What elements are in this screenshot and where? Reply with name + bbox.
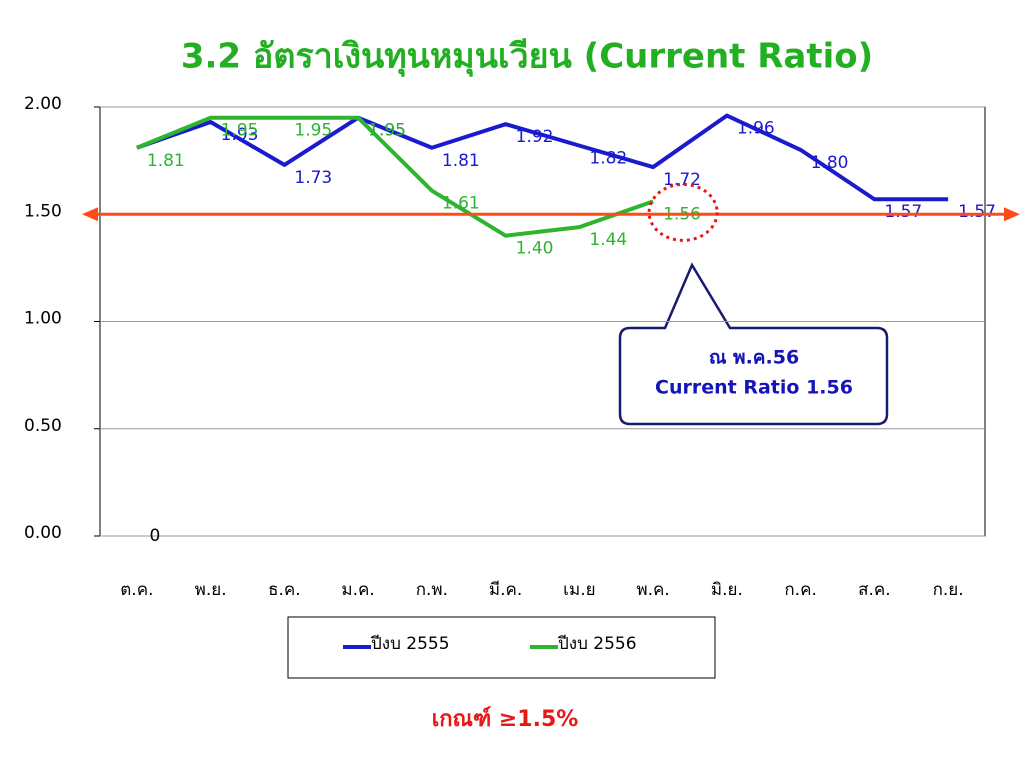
data-label: 1.95	[368, 121, 406, 141]
data-label: 1.61	[442, 194, 480, 214]
data-label: 1.82	[589, 149, 627, 169]
x-tick-label: พ.ย.	[195, 580, 227, 600]
x-tick-label: ส.ค.	[858, 580, 891, 600]
data-label: 1.81	[442, 151, 480, 171]
y-tick-label: 0.50	[24, 416, 62, 436]
x-tick-label: ธ.ค.	[268, 580, 301, 600]
criterion-text: เกณฑ์ ≥1.5%	[432, 706, 579, 732]
stray-label: 0	[149, 526, 160, 546]
y-tick-label: 1.00	[24, 309, 62, 329]
legend-label: ปีงบ 2555	[370, 634, 449, 654]
x-tick-label: พ.ค.	[636, 580, 669, 600]
data-label: 1.81	[147, 151, 185, 171]
data-label: 1.72	[663, 170, 701, 190]
x-tick-label: มิ.ย.	[711, 580, 743, 600]
highlight-ellipse	[647, 182, 719, 242]
y-tick-label: 1.50	[24, 201, 62, 221]
data-label: 1.96	[737, 119, 775, 139]
x-tick-label: มี.ค.	[489, 580, 522, 600]
data-label: 1.93	[221, 125, 259, 145]
legend-label: ปีงบ 2556	[557, 634, 636, 654]
arrow-head	[1004, 207, 1020, 222]
data-label: 1.80	[811, 153, 849, 173]
x-tick-label: ก.พ.	[416, 580, 448, 600]
data-label: 1.95	[294, 121, 332, 141]
data-label: 1.95	[368, 121, 406, 141]
y-tick-label: 0.00	[24, 523, 62, 543]
line-series	[136, 113, 949, 202]
data-label: 1.40	[516, 239, 554, 259]
data-label: 1.73	[294, 168, 332, 188]
callout-text: ณ พ.ค.56	[709, 347, 799, 369]
callout-box	[618, 262, 889, 426]
x-tick-label: ก.ค.	[784, 580, 816, 600]
x-tick-label: ม.ค.	[341, 580, 374, 600]
x-tick-label: ต.ค.	[120, 580, 153, 600]
data-label: 1.57	[958, 202, 996, 222]
data-label: 1.44	[589, 230, 627, 250]
data-label: 1.57	[884, 202, 922, 222]
data-label: 1.95	[221, 121, 259, 141]
chart-title: 3.2 อัตราเงินทุนหมุนเวียน (Current Ratio…	[181, 37, 873, 78]
arrow-head	[82, 207, 98, 222]
data-label: 1.92	[516, 127, 554, 147]
y-tick-label: 2.00	[24, 94, 62, 114]
x-tick-label: ก.ย.	[933, 580, 964, 600]
callout-text: Current Ratio 1.56	[655, 377, 853, 399]
line-series	[136, 115, 654, 238]
x-tick-label: เม.ย	[563, 580, 595, 600]
